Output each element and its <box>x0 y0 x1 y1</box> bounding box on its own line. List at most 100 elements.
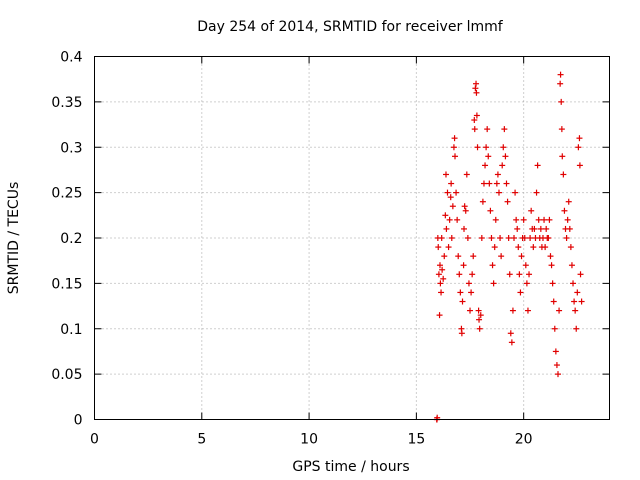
data-point <box>497 235 504 241</box>
data-point <box>475 307 482 314</box>
y-tick-label: 0.35 <box>51 95 82 111</box>
data-point <box>542 244 549 251</box>
data-point <box>563 235 570 241</box>
data-point <box>438 289 445 296</box>
data-point <box>561 207 568 214</box>
data-point <box>460 262 467 269</box>
data-point <box>493 180 500 187</box>
data-point <box>486 180 493 187</box>
data-point <box>514 225 521 232</box>
data-point <box>472 85 479 92</box>
data-point <box>564 216 571 223</box>
data-point <box>501 126 508 133</box>
data-point <box>557 80 564 87</box>
data-point <box>545 235 552 241</box>
y-tick-label: 0.15 <box>51 276 82 292</box>
data-point <box>555 371 561 378</box>
data-point <box>576 135 583 142</box>
y-tick-label: 0 <box>74 413 83 429</box>
data-point <box>566 225 573 232</box>
data-point <box>457 289 464 296</box>
data-point <box>438 235 445 241</box>
data-point <box>558 126 565 133</box>
data-point <box>464 235 471 241</box>
data-point <box>508 339 515 346</box>
data-point <box>482 162 489 169</box>
data-point <box>488 235 495 241</box>
data-point <box>452 153 458 160</box>
data-point <box>503 180 510 187</box>
data-point <box>523 280 530 287</box>
data-point <box>435 271 442 278</box>
data-point <box>471 117 478 124</box>
data-point <box>527 235 534 241</box>
data-point <box>494 171 501 178</box>
data-point <box>446 216 453 223</box>
data-point <box>476 325 483 332</box>
x-tick-labels: 0 5 10 15 20 <box>90 432 533 448</box>
data-point <box>473 112 480 119</box>
data-point <box>575 144 582 151</box>
data-point <box>443 225 450 232</box>
data-point <box>551 325 558 332</box>
y-tick-label: 0.4 <box>60 50 82 66</box>
data-point <box>533 189 540 196</box>
data-point <box>492 216 499 223</box>
data-point <box>448 235 455 241</box>
y-tick-label: 0.25 <box>51 186 82 202</box>
data-point <box>573 325 580 332</box>
data-point <box>577 271 584 278</box>
x-tick-label: 0 <box>90 432 99 448</box>
data-point <box>548 262 555 269</box>
y-tick-label: 0.05 <box>51 367 82 383</box>
data-point <box>518 253 525 260</box>
data-point <box>470 253 477 260</box>
data-point <box>528 207 535 214</box>
data-point <box>578 298 585 305</box>
data-point <box>560 171 567 178</box>
data-point <box>471 126 478 133</box>
y-tick-label: 0.3 <box>60 140 82 156</box>
data-point <box>479 198 486 205</box>
data-point <box>473 89 480 96</box>
data-point <box>463 171 470 178</box>
data-point <box>440 275 447 282</box>
data-point <box>570 280 577 287</box>
x-tick-label: 15 <box>407 432 425 448</box>
chart-title: Day 254 of 2014, SRMTID for receiver lmm… <box>197 19 504 35</box>
data-point <box>448 180 455 187</box>
data-point <box>435 244 442 251</box>
data-points <box>433 71 585 423</box>
data-point <box>484 126 491 133</box>
data-point <box>516 271 523 278</box>
data-point <box>574 289 581 296</box>
grid-lines <box>94 56 610 420</box>
data-point <box>515 244 522 251</box>
data-point <box>556 307 563 314</box>
data-point <box>476 316 483 323</box>
data-point <box>490 280 497 287</box>
data-point <box>444 189 451 196</box>
data-point <box>547 253 554 260</box>
data-point <box>557 71 564 78</box>
y-tick-label: 0.1 <box>60 322 82 338</box>
data-point <box>502 153 509 160</box>
data-point <box>467 307 474 314</box>
y-tick-labels: 0 0.05 0.1 0.15 0.2 0.25 0.3 0.35 0.4 <box>51 50 82 429</box>
data-point <box>568 262 575 269</box>
data-point <box>517 289 524 296</box>
data-point <box>531 225 538 232</box>
data-point <box>453 189 460 196</box>
data-point <box>465 280 472 287</box>
data-point <box>441 253 448 260</box>
data-point <box>450 144 457 151</box>
data-point <box>487 207 494 214</box>
data-point <box>535 216 542 223</box>
data-point <box>572 307 579 314</box>
data-point <box>500 144 507 151</box>
data-point <box>549 280 556 287</box>
data-point <box>459 298 466 305</box>
data-point <box>456 271 463 278</box>
data-point <box>477 312 484 319</box>
data-point <box>442 212 449 219</box>
